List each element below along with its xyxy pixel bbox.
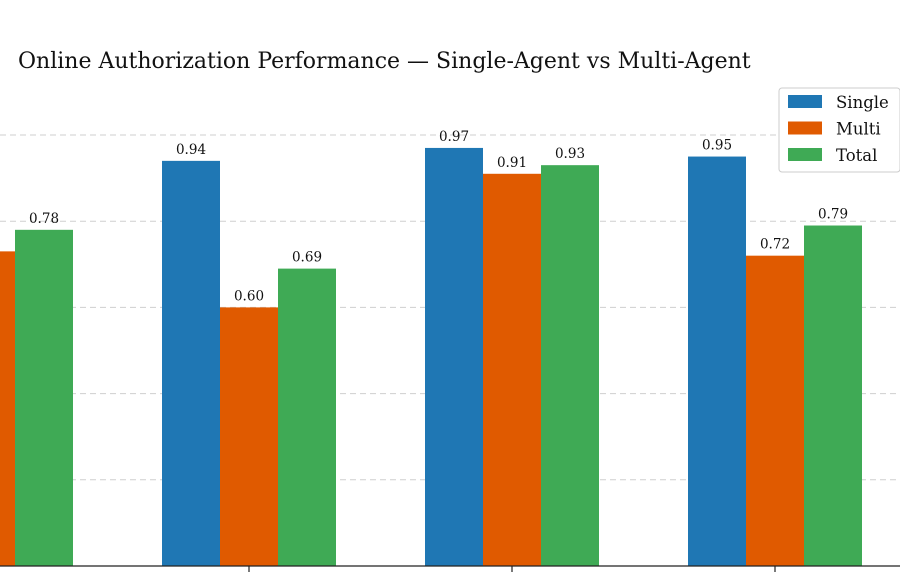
x-ticks: [248, 566, 776, 572]
value-label-total-2: 0.93: [555, 146, 585, 162]
value-label-multi-3: 0.72: [760, 237, 790, 253]
value-label-single-3: 0.95: [702, 138, 732, 154]
legend-label-total: Total: [836, 146, 877, 165]
value-label-total-3: 0.79: [818, 207, 848, 223]
value-label-total-1: 0.69: [292, 250, 322, 266]
bar-multi-2: [483, 173, 541, 567]
bar-single-3: [688, 156, 746, 567]
value-label-multi-1: 0.60: [234, 288, 264, 304]
value-label-multi-2: 0.91: [497, 155, 527, 171]
value-label-single-2: 0.97: [439, 129, 469, 145]
bar-total-1: [278, 268, 336, 566]
bar-multi-1: [220, 307, 278, 566]
bar-total-3: [804, 225, 862, 566]
bar-total-0: [15, 229, 73, 566]
legend-swatch-multi: [788, 121, 822, 135]
legend: Single Multi Total: [778, 87, 900, 173]
value-labels: 0.94 0.97 0.95 0.60 0.91 0.72 0.78 0.69 0.93 0.79: [29, 129, 848, 304]
bar-multi-3: [746, 255, 804, 566]
bar-single-1: [162, 160, 220, 567]
chart-title: Online Authorization Performance — Singl…: [18, 49, 751, 74]
legend-label-single: Single: [836, 93, 889, 112]
bar-multi-0: [0, 251, 15, 566]
bar-single-2: [425, 147, 483, 566]
bar-total-2: [541, 165, 599, 567]
value-label-single-1: 0.94: [176, 142, 206, 158]
bars: [0, 147, 862, 567]
legend-label-multi: Multi: [836, 120, 881, 139]
legend-swatch-single: [788, 95, 822, 108]
legend-swatch-total: [788, 148, 822, 161]
value-label-total-0: 0.78: [29, 211, 59, 227]
